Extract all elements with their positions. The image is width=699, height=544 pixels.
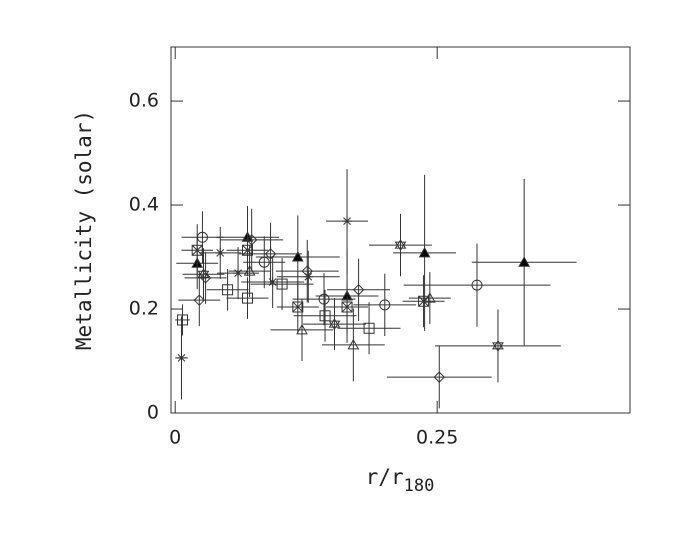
marker <box>258 256 270 268</box>
y-tick-label: 0.6 <box>129 90 159 112</box>
marker <box>433 371 445 383</box>
x-axis-label-main: r/r <box>366 465 404 489</box>
marker <box>418 295 430 307</box>
y-tick-label: 0.4 <box>129 194 159 216</box>
marker <box>352 284 365 296</box>
marker <box>242 244 253 256</box>
marker <box>215 247 226 258</box>
marker <box>319 310 331 322</box>
x-axis-label-sub: 180 <box>404 476 435 496</box>
marker <box>197 268 210 281</box>
marker <box>264 248 277 260</box>
marker <box>176 352 187 363</box>
marker <box>328 318 341 331</box>
marker <box>242 292 253 304</box>
marker <box>394 239 407 252</box>
marker <box>303 271 314 282</box>
marker <box>318 293 330 305</box>
x-axis-label: r/r180 <box>366 465 435 496</box>
y-tick-label: 0 <box>147 402 159 424</box>
marker <box>267 276 278 287</box>
marker <box>193 294 206 306</box>
y-axis-label: Metallicity (solar) <box>72 110 96 350</box>
x-tick-label: 0 <box>169 427 181 449</box>
marker <box>292 301 304 313</box>
marker <box>363 322 375 334</box>
marker <box>379 299 391 311</box>
marker <box>233 268 244 279</box>
y-tick-label: 0.2 <box>129 298 159 320</box>
marker <box>471 279 483 291</box>
marker <box>291 251 304 262</box>
x-tick-label: 0.25 <box>416 427 458 449</box>
marker <box>296 323 308 335</box>
marker <box>177 314 189 326</box>
marker <box>199 272 212 284</box>
marker <box>276 278 288 290</box>
plot-frame <box>170 46 631 414</box>
marker <box>418 246 431 258</box>
marker <box>341 301 353 313</box>
marker <box>191 244 203 256</box>
marker <box>342 216 353 227</box>
marker <box>518 256 531 267</box>
marker <box>347 338 360 350</box>
marker <box>492 339 504 352</box>
marker <box>222 284 234 296</box>
